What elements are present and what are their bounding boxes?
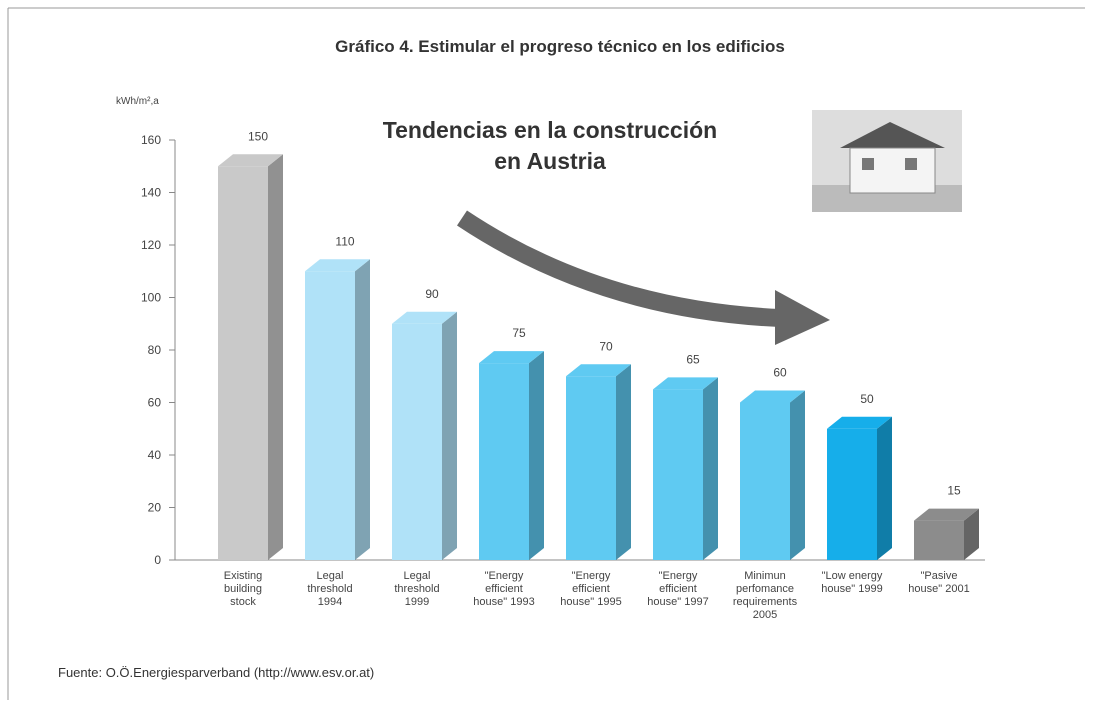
x-tick-label: "Energy efficient house" 1995 (560, 570, 622, 608)
bar (653, 377, 718, 560)
y-axis-label: kWh/m²,a (116, 96, 159, 107)
bar (479, 351, 544, 560)
annotation: Tendencias en la construcción en Austria (382, 117, 718, 174)
value-label: 60 (773, 366, 787, 380)
chart-title: Gráfico 4. Estimular el progreso técnico… (335, 37, 785, 56)
x-tick-label: Legal threshold 1994 (307, 570, 353, 608)
x-tick-label: "Energy efficient house" 1997 (647, 570, 709, 608)
y-tick-label: 160 (141, 133, 161, 147)
y-tick-label: 60 (148, 396, 162, 410)
y-tick-label: 20 (148, 501, 162, 515)
x-tick-label: Existing building stock (223, 570, 263, 608)
y-tick-label: 140 (141, 186, 161, 200)
x-tick-label: "Energy efficient house" 1993 (473, 570, 535, 608)
bar (218, 154, 283, 560)
value-label: 75 (512, 326, 526, 340)
value-label: 15 (947, 484, 961, 498)
arrow-head (775, 290, 830, 345)
bar (392, 311, 457, 560)
source: Fuente: O.Ö.Energiesparverband (http://w… (58, 665, 374, 680)
x-tick-label: "Low energy house" 1999 (821, 570, 883, 595)
y-tick-label: 40 (148, 448, 162, 462)
x-tick-label: Legal threshold 1999 (394, 570, 440, 608)
bar (827, 416, 892, 560)
value-label: 90 (425, 287, 439, 301)
value-label: 150 (248, 129, 268, 143)
y-tick-label: 100 (141, 291, 161, 305)
y-tick-label: 80 (148, 343, 162, 357)
value-label: 110 (335, 234, 354, 248)
bar (305, 259, 370, 560)
bar (566, 364, 631, 560)
value-label: 70 (599, 339, 613, 353)
x-tick-label: Minimun perfomance requirements 2005 (732, 570, 798, 621)
trend-arrow (457, 210, 781, 327)
bar (740, 390, 805, 560)
y-tick-label: 120 (141, 238, 161, 252)
x-tick-label: "Pasive house" 2001 (908, 570, 970, 595)
frame (7, 7, 1085, 700)
bar (914, 508, 979, 560)
house-photo (812, 110, 962, 212)
y-tick-label: 0 (154, 553, 161, 567)
value-label: 50 (860, 392, 874, 406)
value-label: 65 (686, 352, 700, 366)
